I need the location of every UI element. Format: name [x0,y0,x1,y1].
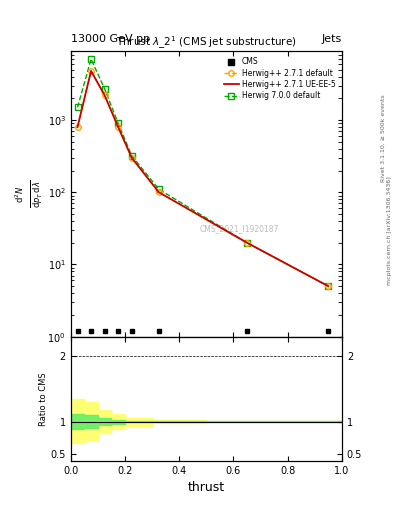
X-axis label: thrust: thrust [188,481,225,494]
Y-axis label: $\mathrm{d}^2N$
$\overline{\mathrm{d}p_T\,\mathrm{d}\lambda}$: $\mathrm{d}^2N$ $\overline{\mathrm{d}p_T… [14,180,45,208]
Title: Thrust $\lambda\_2^1$ (CMS jet substructure): Thrust $\lambda\_2^1$ (CMS jet substruct… [116,35,297,51]
Y-axis label: Ratio to CMS: Ratio to CMS [39,372,48,425]
Text: Jets: Jets [321,33,342,44]
Text: 13000 GeV pp: 13000 GeV pp [71,33,150,44]
Text: CMS_2021_I1920187: CMS_2021_I1920187 [199,224,279,232]
Text: mcplots.cern.ch [arXiv:1306.3436]: mcplots.cern.ch [arXiv:1306.3436] [387,176,391,285]
Text: Rivet 3.1.10, ≥ 500k events: Rivet 3.1.10, ≥ 500k events [381,94,386,182]
Legend: CMS, Herwig++ 2.7.1 default, Herwig++ 2.7.1 UE-EE-5, Herwig 7.0.0 default: CMS, Herwig++ 2.7.1 default, Herwig++ 2.… [221,55,338,102]
